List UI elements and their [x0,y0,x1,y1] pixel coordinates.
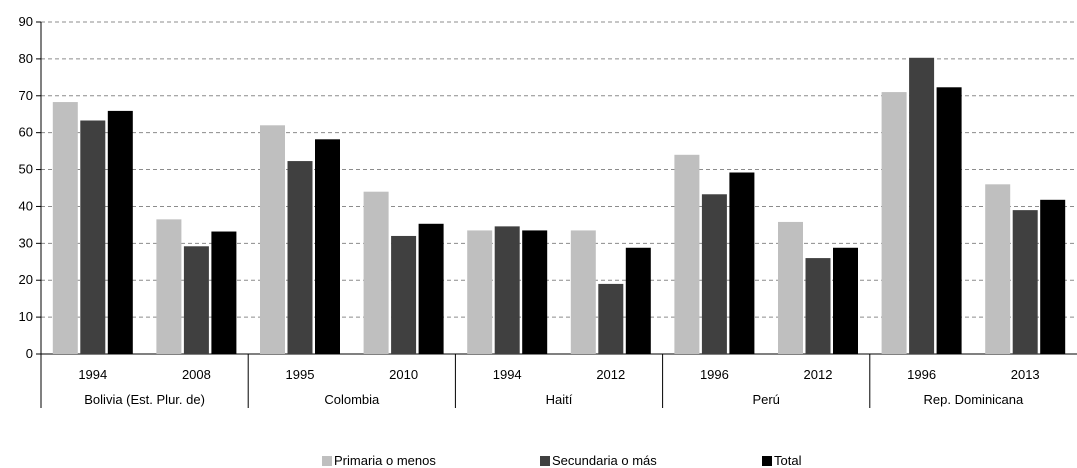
year-label: 1995 [286,367,315,382]
bar [598,283,624,354]
group-label: Haití [546,392,573,407]
bar [1012,210,1038,354]
bar [936,87,962,354]
bar [729,172,755,354]
bar [570,230,596,354]
legend-item-total: Total [762,453,801,468]
legend-item-primaria: Primaria o menos [322,453,436,468]
bar [107,110,133,354]
group-label: Rep. Dominicana [924,392,1024,407]
y-tick-label: 50 [19,162,33,177]
bar [1040,199,1066,354]
bar [909,57,935,354]
bar [287,161,313,354]
year-label: 2012 [804,367,833,382]
y-tick-label: 10 [19,309,33,324]
y-tick-label: 60 [19,125,33,140]
y-tick-label: 20 [19,272,33,287]
bar [52,102,78,354]
bar [183,246,209,354]
legend-label-total: Total [774,453,802,468]
bar [701,194,727,354]
bar [418,223,444,354]
year-label: 1996 [700,367,729,382]
y-tick-label: 80 [19,51,33,66]
year-label: 2013 [1011,367,1040,382]
bar [985,184,1011,354]
bar [625,247,651,354]
legend-swatch-total [762,455,772,466]
bar [674,154,700,354]
y-tick-label: 0 [26,346,33,361]
group-label: Perú [752,392,779,407]
year-label: 1994 [493,367,522,382]
bar [260,125,285,355]
year-label: 1996 [907,367,936,382]
bar [805,258,831,354]
y-tick-label: 90 [19,14,33,29]
year-label: 2008 [182,367,211,382]
bar [522,230,548,354]
legend-swatch-primaria [322,455,332,466]
bar [315,139,340,354]
group-label: Bolivia (Est. Plur. de) [84,392,205,407]
y-tick-label: 70 [19,88,33,103]
year-label: 2012 [596,367,625,382]
legend-swatch-secundaria [540,455,550,466]
bar-chart: 0 10 20 30 40 50 60 70 80 90 Bolivia (Est. Plur. d… [19,14,1077,408]
group-label: Colombia [324,392,380,407]
bar [363,191,389,354]
legend-label-primaria: Primaria o menos [334,453,436,468]
y-tick-label: 30 [19,235,33,250]
bar [391,235,417,354]
bar [80,120,106,354]
legend: Primaria o menos Secundaria o más Total [0,453,1077,468]
year-label: 2010 [389,367,418,382]
legend-item-secundaria: Secundaria o más [540,453,657,468]
bar [494,226,520,354]
bar [778,221,803,354]
bar [156,219,182,354]
bar [467,230,493,354]
bar [833,247,858,354]
bar [211,231,237,354]
legend-label-secundaria: Secundaria o más [552,453,657,468]
bar [881,92,907,354]
year-label: 1994 [78,367,107,382]
y-tick-label: 40 [19,198,33,213]
